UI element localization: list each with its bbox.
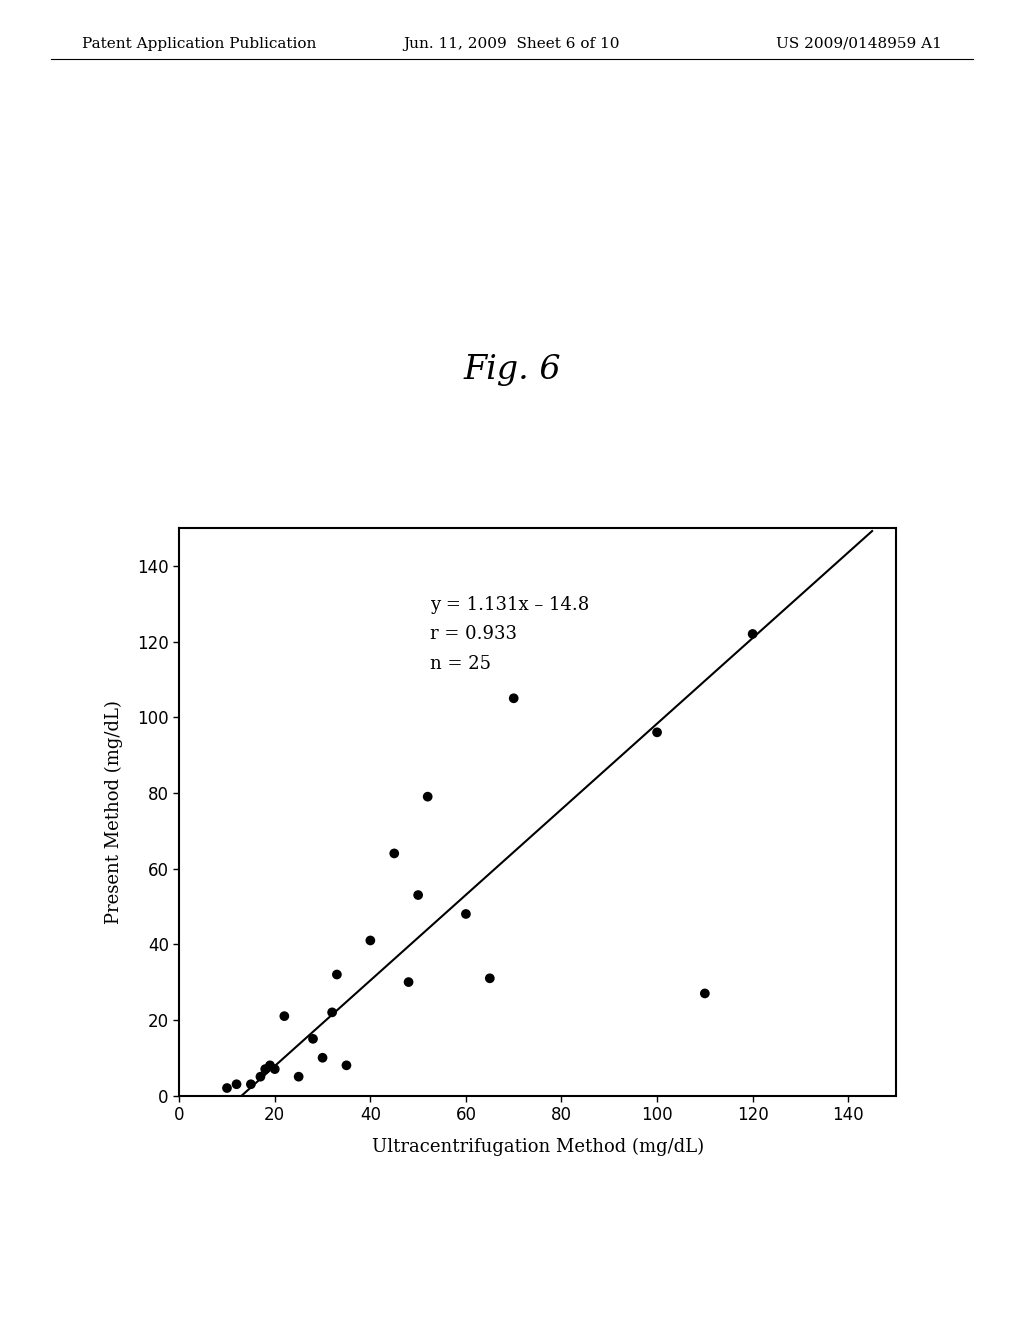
Point [252, 1067, 268, 1088]
Point [243, 1073, 259, 1094]
Point [386, 843, 402, 865]
Point [266, 1059, 283, 1080]
Text: Jun. 11, 2009  Sheet 6 of 10: Jun. 11, 2009 Sheet 6 of 10 [403, 37, 621, 51]
Point [744, 623, 761, 644]
Point [649, 722, 666, 743]
Point [219, 1077, 236, 1098]
X-axis label: Ultracentrifugation Method (mg/dL): Ultracentrifugation Method (mg/dL) [372, 1138, 703, 1156]
Point [291, 1067, 307, 1088]
Point [410, 884, 426, 906]
Point [324, 1002, 340, 1023]
Point [362, 929, 379, 950]
Point [506, 688, 522, 709]
Point [329, 964, 345, 985]
Point [400, 972, 417, 993]
Text: y = 1.131x – 14.8
r = 0.933
n = 25: y = 1.131x – 14.8 r = 0.933 n = 25 [430, 597, 590, 672]
Point [696, 983, 713, 1005]
Point [314, 1047, 331, 1068]
Point [420, 787, 436, 808]
Point [262, 1055, 279, 1076]
Text: US 2009/0148959 A1: US 2009/0148959 A1 [776, 37, 942, 51]
Text: Fig. 6: Fig. 6 [463, 354, 561, 385]
Point [228, 1073, 245, 1094]
Point [305, 1028, 322, 1049]
Point [338, 1055, 354, 1076]
Y-axis label: Present Method (mg/dL): Present Method (mg/dL) [104, 700, 123, 924]
Point [257, 1059, 273, 1080]
Point [458, 903, 474, 924]
Point [481, 968, 498, 989]
Text: Patent Application Publication: Patent Application Publication [82, 37, 316, 51]
Point [276, 1006, 293, 1027]
